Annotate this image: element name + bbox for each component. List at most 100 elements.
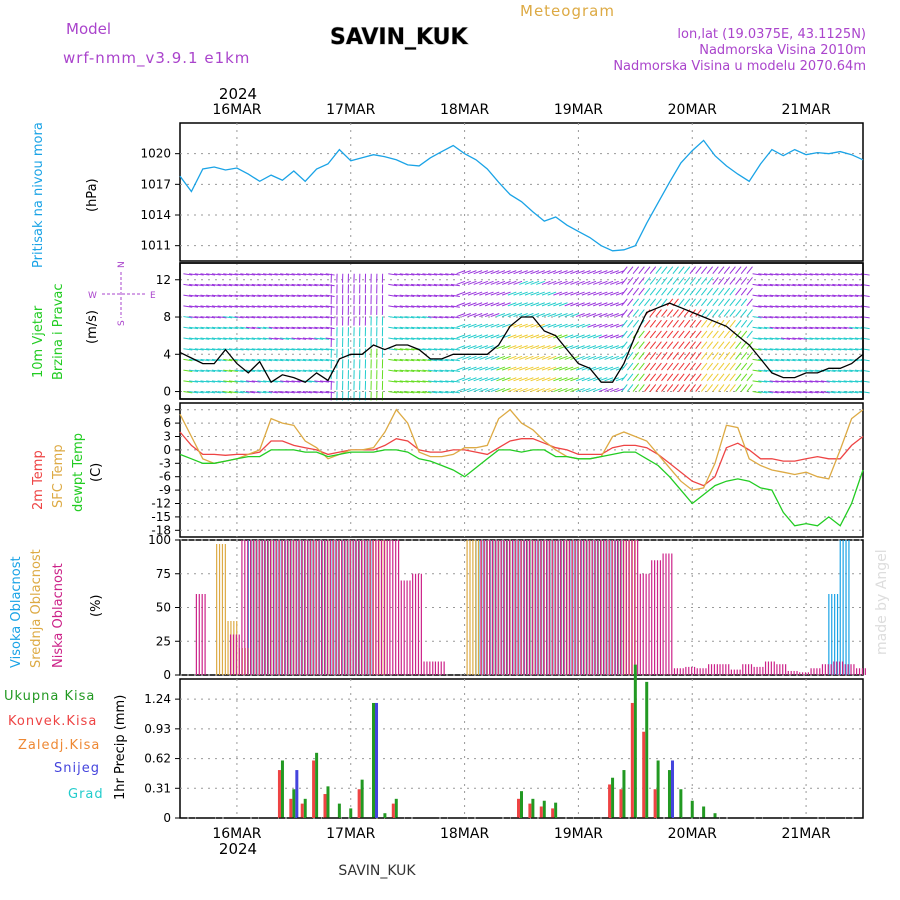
y-tick-label: 8 bbox=[163, 310, 171, 324]
wind-arrow bbox=[809, 358, 819, 362]
wind-arrow bbox=[223, 294, 233, 297]
wind-arrow bbox=[228, 391, 238, 394]
cloud-unit: (%) bbox=[89, 595, 104, 618]
wind-arrow bbox=[217, 305, 227, 308]
wind-arrow bbox=[240, 305, 250, 308]
wind-arrow bbox=[519, 302, 528, 307]
wind-arrow bbox=[490, 387, 500, 393]
wind-arrow bbox=[610, 291, 619, 296]
wind-arrow bbox=[302, 305, 312, 308]
wind-arrow bbox=[285, 316, 295, 319]
wind-arrow bbox=[769, 348, 779, 351]
wind-arrow bbox=[832, 316, 842, 319]
convective-bar bbox=[289, 798, 293, 818]
wind-arrow bbox=[718, 298, 725, 307]
wind-arrow bbox=[194, 369, 204, 372]
wind-arrow bbox=[501, 366, 511, 371]
total-precip-bar bbox=[554, 802, 558, 818]
wind-arrow bbox=[752, 369, 762, 372]
wind-arrow bbox=[706, 341, 714, 350]
wind-arrow bbox=[644, 319, 651, 328]
wind-arrow bbox=[302, 380, 312, 383]
wind-arrow bbox=[314, 391, 324, 394]
wind-arrow bbox=[251, 305, 261, 308]
wind-arrow bbox=[302, 348, 312, 351]
wind-unit: (m/s) bbox=[85, 310, 100, 344]
snow-bar bbox=[375, 702, 379, 818]
wind-arrow bbox=[530, 302, 540, 307]
wind-arrow bbox=[735, 362, 742, 371]
wind-arrow bbox=[479, 345, 489, 350]
wind-arrow bbox=[513, 323, 523, 328]
wind-arrow bbox=[615, 291, 625, 296]
wind-arrow bbox=[234, 380, 244, 383]
wind-arrow bbox=[723, 287, 731, 296]
wind-arrow bbox=[729, 266, 736, 275]
wind-arrow bbox=[780, 358, 791, 362]
wind-arrow bbox=[746, 298, 753, 307]
wind-arrow bbox=[268, 316, 278, 319]
wind-arrow bbox=[547, 377, 557, 382]
wind-arrow bbox=[678, 341, 685, 350]
y-tick-label: -9 bbox=[159, 483, 171, 497]
wind-arrow bbox=[672, 352, 679, 360]
wind-arrow bbox=[263, 283, 273, 287]
total-precip-bar bbox=[326, 786, 330, 818]
wind-arrow bbox=[644, 277, 651, 285]
wind-arrow bbox=[775, 369, 785, 372]
wind-arrow bbox=[507, 313, 517, 318]
temp2m-label: 2m Temp bbox=[31, 450, 46, 510]
wind-arrow bbox=[536, 366, 545, 371]
wind-arrow bbox=[786, 369, 796, 372]
wind-arrow bbox=[792, 358, 802, 362]
convective-bar bbox=[642, 731, 646, 818]
wind-arrow bbox=[775, 358, 785, 362]
wind-arrow bbox=[775, 391, 785, 394]
wind-arrow bbox=[666, 287, 674, 296]
wind-arrow bbox=[610, 334, 619, 339]
wind-arrow bbox=[507, 355, 517, 360]
wind-arrow bbox=[228, 369, 238, 372]
wind-arrow bbox=[661, 309, 668, 317]
wind-arrow bbox=[200, 316, 210, 319]
wind-arrow bbox=[519, 355, 528, 360]
wind-arrow bbox=[615, 323, 625, 328]
wind-arrow bbox=[302, 316, 312, 319]
wind-arrow bbox=[570, 377, 580, 382]
wind-arrow bbox=[428, 369, 438, 372]
wind-arrow bbox=[666, 319, 674, 328]
wind-arrow bbox=[763, 337, 773, 340]
wind-arrow bbox=[314, 305, 324, 308]
wind-arrow bbox=[661, 298, 668, 307]
wind-arrow bbox=[740, 309, 748, 317]
wind-arrow bbox=[251, 337, 261, 340]
wind-arrow bbox=[450, 358, 460, 362]
wind-arrow bbox=[496, 377, 506, 382]
wind-arrow bbox=[189, 326, 199, 330]
wind-arrow bbox=[530, 345, 540, 350]
wind-arrow bbox=[661, 384, 668, 392]
wind-arrow bbox=[183, 273, 193, 276]
wind-arrow bbox=[752, 337, 762, 340]
wind-arrow bbox=[849, 358, 859, 362]
wind-arrow bbox=[428, 316, 438, 319]
wind-arrow bbox=[570, 334, 580, 339]
wind-arrow bbox=[763, 348, 773, 351]
wind-arrow bbox=[314, 273, 324, 276]
wind-arrow bbox=[638, 330, 645, 339]
wind-arrow bbox=[735, 266, 742, 275]
wind-arrow bbox=[746, 352, 753, 360]
wind-arrow bbox=[626, 309, 634, 317]
wind-arrow bbox=[428, 337, 438, 340]
wind-arrow bbox=[575, 334, 585, 339]
wind-arrow bbox=[683, 277, 691, 285]
wind-arrow bbox=[815, 391, 825, 394]
wind-arrow bbox=[683, 341, 691, 350]
wind-arrow bbox=[422, 305, 432, 308]
wind-arrow bbox=[393, 348, 403, 351]
wind-arrow bbox=[610, 280, 619, 285]
wind-arrow bbox=[649, 266, 657, 275]
wind-arrow bbox=[638, 362, 645, 371]
wind-arrow bbox=[416, 380, 426, 383]
wind-arrow bbox=[689, 298, 696, 307]
